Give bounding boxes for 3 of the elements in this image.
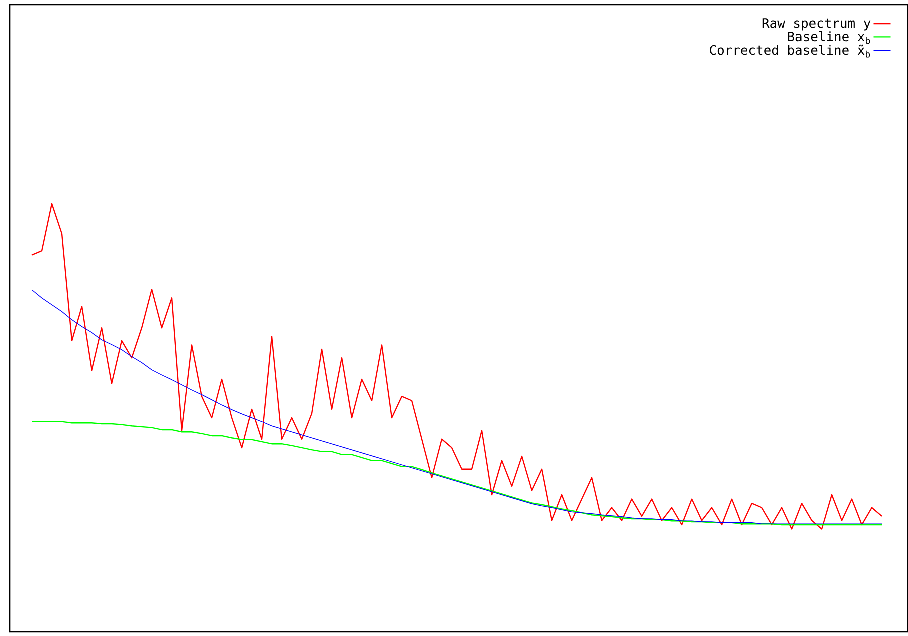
legend-label: Corrected baseline x̃$_{b}$ xyxy=(710,44,870,58)
legend-label: Baseline x$_{b}$ xyxy=(788,32,870,44)
legend-label: Raw spectrum y xyxy=(762,18,871,31)
